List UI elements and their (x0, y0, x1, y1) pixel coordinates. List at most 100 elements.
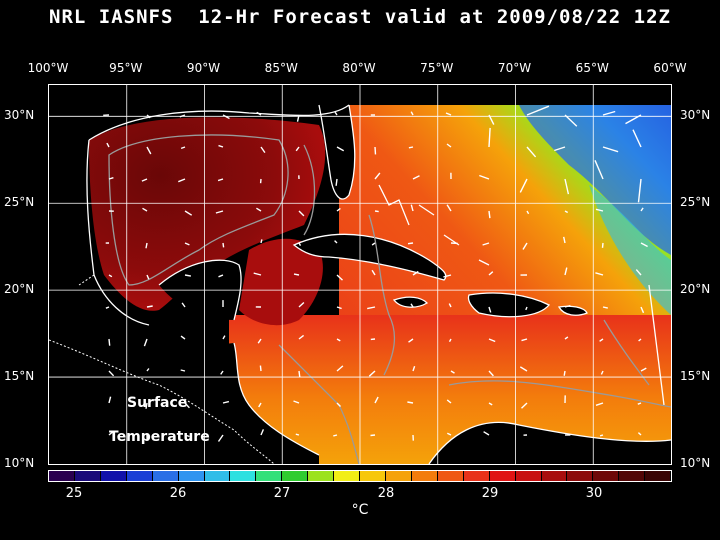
current-vector (298, 301, 305, 308)
map-title: NRL IASNFS 12-Hr Forecast valid at 2009/… (49, 6, 671, 28)
current-vector (336, 338, 341, 342)
current-vector (602, 110, 616, 116)
current-vector (293, 400, 300, 404)
current-vector (599, 434, 604, 437)
current-vector (141, 178, 148, 182)
current-vector (217, 434, 224, 442)
latitude-label-right: 10°N (680, 456, 711, 470)
longitude-label: 90°W (186, 61, 221, 75)
current-vector (145, 402, 148, 409)
current-vector (374, 172, 381, 180)
current-vector (298, 210, 305, 217)
current-vector (108, 396, 112, 404)
colorbar-tick-label: 27 (273, 486, 291, 501)
current-vector (488, 127, 491, 148)
longitude-label: 70°W (497, 61, 532, 75)
current-vector (260, 239, 263, 244)
colorbar-tick-label: 30 (585, 486, 603, 501)
colorbar-cell (411, 471, 438, 481)
current-vector (108, 370, 115, 377)
current-vector (448, 303, 452, 308)
current-vector (180, 369, 186, 372)
current-vector (563, 236, 566, 244)
label-temperature: Temperature (109, 429, 210, 445)
colorbar-tick-label: 29 (481, 486, 499, 501)
current-vector (488, 338, 496, 343)
colorbar-cell (230, 471, 257, 481)
current-vector (256, 111, 262, 116)
current-vector (335, 178, 338, 186)
current-vector (410, 204, 414, 212)
current-vector (296, 114, 300, 122)
current-vector (412, 270, 419, 276)
current-vector (521, 402, 528, 409)
current-vector (526, 146, 537, 158)
current-vector (564, 210, 569, 214)
current-vector (220, 370, 224, 375)
current-vector (105, 306, 110, 309)
current-vector (336, 365, 344, 372)
current-vector (179, 114, 186, 118)
current-vector (412, 365, 416, 372)
current-vector (602, 146, 619, 153)
current-vector (374, 146, 377, 155)
current-vector (450, 370, 455, 374)
current-vector (488, 210, 491, 219)
current-vector (260, 429, 265, 436)
colorbar-cell (489, 471, 516, 481)
longitude-label: 85°W (264, 61, 298, 75)
current-vector (595, 208, 604, 212)
current-vector (146, 114, 151, 119)
land-cuba (294, 234, 446, 280)
current-vector (412, 175, 420, 180)
current-vector (519, 178, 528, 193)
colorbar-tick-label: 25 (65, 486, 83, 501)
colorbar-cell (645, 471, 672, 481)
colorbar-cell (100, 471, 127, 481)
map-canvas (49, 85, 671, 464)
current-vector (445, 112, 452, 116)
current-vector (488, 271, 494, 276)
current-vector (407, 401, 414, 404)
current-vector (333, 434, 338, 437)
current-vector (443, 274, 452, 278)
current-vector (522, 242, 528, 250)
current-vector (564, 114, 578, 127)
current-vector (218, 274, 224, 278)
current-vector (371, 269, 376, 276)
land-florida (319, 105, 355, 200)
latitude-label-right: 25°N (680, 195, 711, 210)
colorbar-cell (593, 471, 620, 481)
current-vector (637, 178, 642, 203)
longitude-label: 60°W (653, 61, 687, 75)
current-vector (146, 146, 152, 155)
current-vector (184, 210, 193, 216)
colorbar-cell (334, 471, 361, 481)
current-vector (178, 178, 186, 183)
current-vector (146, 305, 153, 308)
current-vector (599, 338, 604, 342)
colorbar-cell (360, 471, 386, 481)
current-vector (640, 207, 644, 212)
current-vector (601, 242, 604, 248)
current-vector (222, 242, 225, 248)
current-vector (370, 434, 376, 437)
latitude-label-right: 30°N (680, 108, 711, 123)
current-vector (334, 111, 338, 116)
latitude-label-left: 20°N (4, 282, 35, 297)
longitude-label: 95°W (109, 61, 143, 75)
latitude-label-right: 20°N (680, 282, 711, 297)
current-vector (410, 111, 414, 116)
current-vector (564, 178, 570, 195)
current-vector (563, 370, 566, 376)
current-vector (293, 273, 300, 276)
colorbar-cell (567, 471, 594, 481)
current-vector (595, 272, 604, 276)
current-vector (554, 146, 566, 152)
colorbar-cell (308, 471, 335, 481)
colorbar-cell (256, 471, 283, 481)
colorbar-cell (541, 471, 568, 481)
current-vector (408, 338, 414, 343)
current-vector (108, 338, 111, 346)
current-vector (594, 160, 604, 180)
